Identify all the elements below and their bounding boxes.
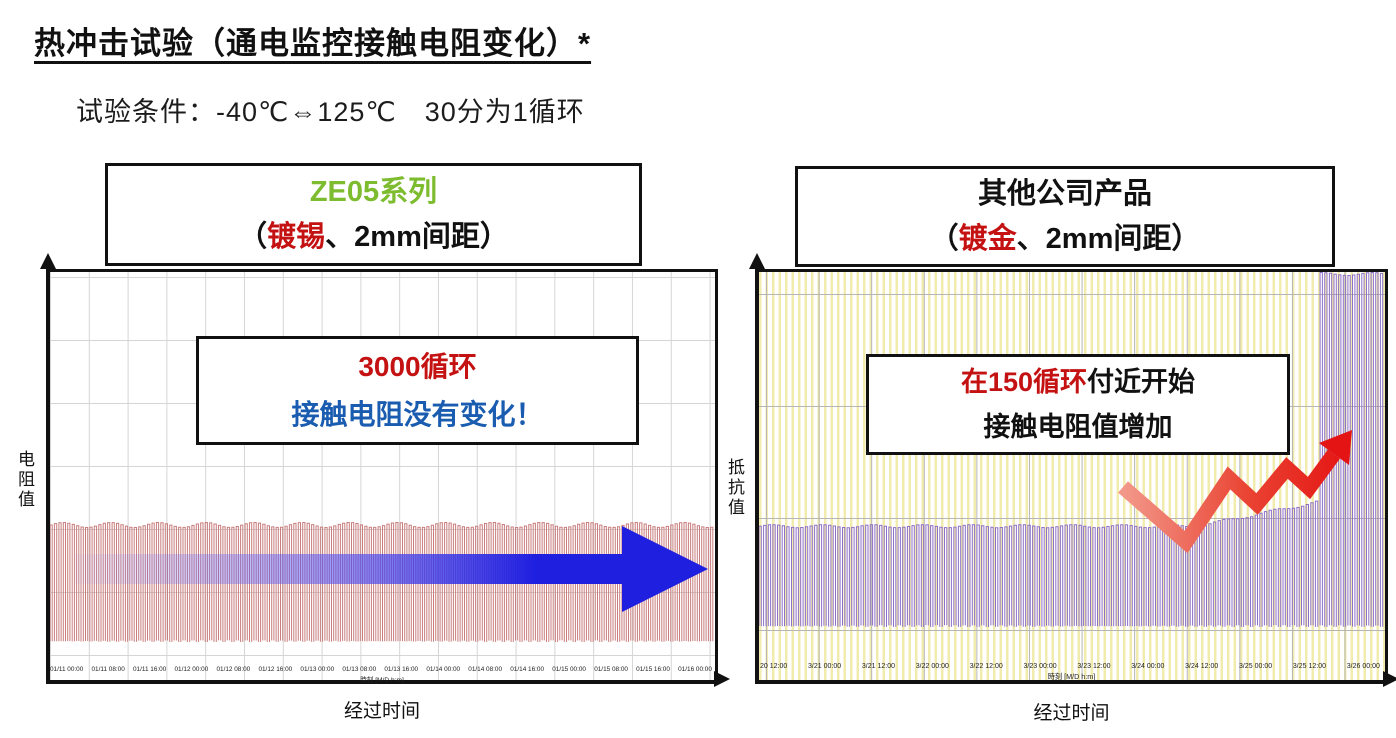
waveform-path [50,522,714,642]
x-tick-label: 3/22 12:00 [969,663,1003,670]
x-tick-label: 01/13 16:00 [384,666,419,673]
x-tick-label: 3/24 12:00 [1185,663,1219,670]
right-y-axis-arrow-icon [749,253,765,269]
page-title: 热冲击试验（通电监控接触电阻变化）* [34,26,592,61]
left-product-spec: （镀锡、2mm间距） [238,220,509,253]
x-tick-label: 20 12:00 [760,663,788,670]
x-tick-label: 01/11 08:00 [91,666,125,673]
x-tick-label: 3/21 12:00 [861,663,895,670]
x-tick-label: 01/15 16:00 [636,666,670,673]
left-y-axis-label: 电阻值 [15,450,34,510]
x-tick-label: 01/13 00:00 [300,666,335,673]
right-y-axis-label: 抵抗值 [725,458,744,518]
test-condition: 试验条件：-40℃⇔125℃ 30分为1循环 [76,97,585,127]
x-tick-label: 3/22 00:00 [915,663,949,670]
left-x-tick-row: 01/11 00:00 01/11 08:00 01/11 16:00 01/12 0… [50,666,712,673]
right-annotation-box: 在150循环付近开始 接触电阻值增加 [866,354,1290,455]
x-tick-label: 3/26 00:00 [1346,663,1380,670]
x-tick-label: 01/16 00:00 [678,666,712,673]
x-tick-label: 3/23 12:00 [1077,663,1111,670]
x-tick-label: 3/25 00:00 [1239,663,1273,670]
x-tick-label: 01/15 00:00 [552,666,586,673]
x-tick-label: 01/14 16:00 [510,666,545,673]
right-annotation-line2: 接触电阻值增加 [983,411,1173,442]
left-chart-plot [46,269,718,684]
red-rising-arrow-icon [1118,430,1352,554]
x-tick-label: 01/11 16:00 [133,666,167,673]
left-waveform-layer [50,522,714,642]
x-tick-label: 3/24 00:00 [1131,663,1165,670]
right-chart-plot [755,269,1388,684]
x-tick-label: 3/23 00:00 [1023,663,1057,670]
x-tick-label: 01/14 08:00 [468,666,503,673]
right-product-header: 其他公司产品 （镀金、2mm间距） [795,166,1335,267]
x-tick-label: 01/13 08:00 [342,666,377,673]
x-tick-label: 01/12 08:00 [216,666,251,673]
x-tick-label: 01/12 16:00 [258,666,293,673]
right-x-axis-arrow-icon [1383,671,1396,687]
blue-trend-arrow-icon [75,526,708,612]
left-annotation-box: 3000循环 接触电阻没有变化！ [196,336,639,445]
left-product-header: ZE05系列 （镀锡、2mm间距） [105,163,642,266]
right-product-spec: （镀金、2mm间距） [929,222,1201,255]
right-x-unit-label: 時刻 [M/D h:m] [1047,672,1096,681]
left-x-axis-arrow-icon [714,671,730,687]
x-tick-label: 3/21 00:00 [808,663,842,670]
left-chart-canvas [50,522,714,642]
left-y-axis-arrow-icon [40,253,56,269]
left-x-axis-label: 经过时间 [343,701,420,722]
right-x-axis-label: 经过时间 [1033,703,1110,724]
left-annotation-line1: 3000循环 [358,350,477,382]
left-x-unit-label: 時刻 [M/D h:m] [360,677,404,684]
right-annotation-line1: 在150循环付近开始 [960,366,1196,397]
x-tick-label: 01/14 00:00 [426,666,461,673]
x-tick-label: 01/12 00:00 [174,666,209,673]
right-product-name: 其他公司产品 [977,177,1152,210]
left-product-name: ZE05系列 [309,175,438,208]
right-chart-canvas [759,272,1384,627]
left-annotation-line2: 接触电阻没有变化！ [291,398,544,430]
x-tick-label: 01/15 08:00 [594,666,628,673]
x-tick-label: 3/25 12:00 [1292,663,1326,670]
x-tick-label: 01/11 00:00 [50,666,84,673]
right-x-tick-row: 20 12:00 3/21 00:00 3/21 12:00 3/22 00:00 3/… [760,663,1380,670]
